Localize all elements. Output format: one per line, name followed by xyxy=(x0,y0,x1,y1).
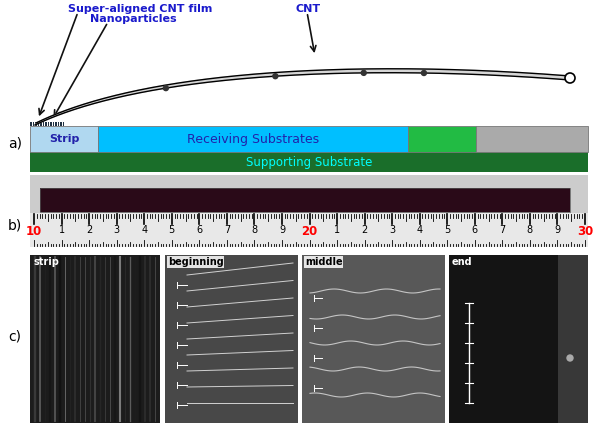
Text: 30: 30 xyxy=(577,225,593,238)
Text: 6: 6 xyxy=(196,225,202,235)
Bar xyxy=(50,122,52,126)
Text: 1: 1 xyxy=(334,225,340,235)
Bar xyxy=(32,122,34,126)
Text: 7: 7 xyxy=(499,225,505,235)
Bar xyxy=(37,122,39,126)
Bar xyxy=(55,122,56,126)
Text: middle: middle xyxy=(305,257,343,267)
Text: Nanoparticles: Nanoparticles xyxy=(90,14,176,24)
Text: 1: 1 xyxy=(58,225,65,235)
Polygon shape xyxy=(35,69,570,125)
Circle shape xyxy=(273,74,278,79)
Bar xyxy=(60,122,62,126)
Bar xyxy=(476,126,588,152)
Bar xyxy=(98,126,408,152)
Text: 8: 8 xyxy=(527,225,533,235)
Bar xyxy=(30,255,160,423)
Bar xyxy=(30,175,588,247)
Bar xyxy=(40,188,570,212)
Text: 4: 4 xyxy=(141,225,147,235)
Text: CNT: CNT xyxy=(295,4,320,14)
Text: Strip: Strip xyxy=(49,134,79,144)
Text: 9: 9 xyxy=(279,225,285,235)
Text: 3: 3 xyxy=(389,225,395,235)
Text: b): b) xyxy=(8,218,22,232)
Bar xyxy=(47,122,49,126)
Text: beginning: beginning xyxy=(168,257,224,267)
Bar xyxy=(62,122,64,126)
Text: 8: 8 xyxy=(251,225,257,235)
Text: 7: 7 xyxy=(224,225,230,235)
Bar xyxy=(30,122,32,126)
Bar xyxy=(165,255,298,423)
Text: end: end xyxy=(452,257,473,267)
Bar xyxy=(408,126,476,152)
Circle shape xyxy=(361,71,366,75)
Text: 2: 2 xyxy=(86,225,92,235)
Bar xyxy=(58,122,59,126)
Text: 5: 5 xyxy=(169,225,175,235)
Text: Supporting Substrate: Supporting Substrate xyxy=(246,156,372,168)
Bar xyxy=(449,255,588,423)
Circle shape xyxy=(421,71,427,76)
Bar xyxy=(449,255,588,271)
Bar xyxy=(30,152,588,172)
Text: 4: 4 xyxy=(416,225,423,235)
Circle shape xyxy=(567,355,573,361)
Text: 20: 20 xyxy=(301,225,317,238)
Bar xyxy=(40,188,570,212)
Bar xyxy=(30,255,160,271)
Text: a): a) xyxy=(8,136,22,150)
Bar xyxy=(53,122,54,126)
Bar xyxy=(40,122,41,126)
Bar xyxy=(43,122,44,126)
Bar xyxy=(45,122,47,126)
Text: 9: 9 xyxy=(554,225,560,235)
Text: c): c) xyxy=(8,330,21,344)
Text: 5: 5 xyxy=(444,225,451,235)
Circle shape xyxy=(565,73,575,83)
Circle shape xyxy=(163,85,169,91)
Text: Super-aligned CNT film: Super-aligned CNT film xyxy=(68,4,212,14)
Bar xyxy=(302,255,445,423)
Text: 2: 2 xyxy=(361,225,368,235)
Bar xyxy=(449,255,588,423)
Bar xyxy=(30,213,588,247)
Bar xyxy=(165,255,298,271)
Text: 6: 6 xyxy=(472,225,478,235)
Bar xyxy=(35,122,37,126)
Bar xyxy=(558,255,588,423)
Text: 3: 3 xyxy=(113,225,120,235)
Bar xyxy=(30,126,98,152)
Bar xyxy=(302,255,445,423)
Text: strip: strip xyxy=(33,257,59,267)
Bar xyxy=(302,255,445,271)
Text: 10: 10 xyxy=(26,225,42,238)
Text: Receiving Substrates: Receiving Substrates xyxy=(187,133,319,145)
Bar xyxy=(165,255,298,423)
